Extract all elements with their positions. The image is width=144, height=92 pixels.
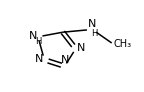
Text: N: N bbox=[29, 31, 37, 41]
Text: H: H bbox=[91, 29, 97, 38]
Text: N: N bbox=[88, 18, 96, 29]
Text: H: H bbox=[36, 37, 42, 46]
Text: N: N bbox=[60, 55, 69, 65]
Text: N: N bbox=[77, 43, 85, 53]
Text: CH₃: CH₃ bbox=[113, 39, 131, 49]
Text: N: N bbox=[35, 54, 43, 64]
